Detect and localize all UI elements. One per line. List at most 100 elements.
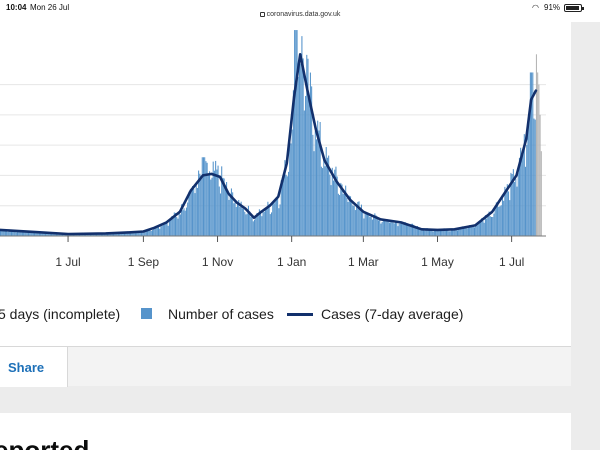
- case-bar-310: [376, 216, 378, 236]
- case-bar-383: [465, 227, 467, 236]
- next-section-card: eported: [0, 413, 571, 450]
- case-bar-352: [427, 229, 429, 236]
- case-bar-22: [26, 230, 28, 236]
- case-bar-298: [362, 209, 364, 236]
- case-bar-247: [300, 63, 302, 236]
- incomplete-bar-0: [535, 54, 537, 236]
- case-bar-33: [40, 232, 42, 236]
- case-bar-169: [205, 161, 207, 236]
- case-bar-256: [311, 86, 313, 236]
- case-bar-19: [23, 232, 25, 236]
- case-bar-114: [138, 232, 140, 236]
- case-bar-84: [102, 233, 104, 236]
- case-bar-4: [4, 230, 6, 236]
- case-bar-123: [149, 229, 151, 236]
- case-bar-370: [449, 231, 451, 236]
- case-bar-388: [471, 225, 473, 236]
- case-bar-93: [113, 233, 115, 236]
- case-bar-34: [41, 232, 43, 236]
- case-bar-88: [106, 233, 109, 236]
- case-bar-90: [109, 234, 111, 236]
- case-bar-332: [403, 222, 405, 236]
- case-bar-128: [155, 225, 157, 236]
- case-bar-174: [211, 177, 213, 236]
- case-bar-195: [236, 202, 239, 236]
- case-bar-110: [133, 232, 135, 236]
- case-bar-166: [201, 157, 203, 236]
- case-bar-395: [480, 222, 482, 236]
- case-bar-296: [359, 207, 361, 236]
- case-bar-106: [128, 231, 130, 236]
- case-bar-406: [493, 213, 495, 236]
- case-bar-20: [24, 232, 26, 236]
- case-bar-259: [314, 131, 316, 236]
- case-bar-340: [413, 224, 415, 236]
- case-bar-407: [494, 207, 496, 236]
- case-bar-345: [419, 228, 421, 236]
- case-bar-418: [507, 191, 510, 236]
- case-bar-181: [219, 193, 222, 236]
- case-bar-386: [469, 225, 471, 236]
- case-bar-385: [467, 227, 469, 236]
- case-bar-302: [367, 214, 369, 236]
- case-bar-103: [125, 233, 127, 236]
- case-bar-92: [111, 232, 113, 236]
- case-bar-243: [295, 30, 297, 237]
- case-bar-337: [409, 226, 411, 236]
- case-bar-359: [436, 229, 438, 236]
- case-bar-384: [466, 228, 468, 236]
- case-bar-177: [215, 160, 217, 236]
- case-bar-358: [435, 230, 437, 236]
- case-bar-136: [165, 222, 167, 236]
- case-bar-220: [267, 201, 269, 236]
- case-bar-240: [291, 129, 293, 236]
- case-bar-411: [499, 206, 501, 236]
- case-bar-173: [210, 179, 212, 236]
- case-bar-143: [173, 212, 175, 236]
- case-bar-116: [140, 231, 143, 236]
- case-bar-55: [66, 234, 68, 236]
- case-bar-324: [393, 223, 395, 236]
- case-bar-101: [122, 232, 124, 236]
- case-bar-15: [18, 231, 20, 236]
- case-bar-81: [98, 233, 100, 236]
- case-bar-12: [14, 231, 16, 236]
- share-button[interactable]: Share: [0, 347, 68, 387]
- case-bar-144: [175, 212, 177, 236]
- case-bar-275: [334, 169, 336, 236]
- case-bar-122: [148, 230, 150, 236]
- case-bar-263: [319, 121, 321, 236]
- case-bar-183: [222, 177, 224, 236]
- case-bar-426: [517, 172, 519, 236]
- case-bar-198: [240, 201, 242, 236]
- cases-chart[interactable]: 1 Jul 1 Sep 1 Nov 1 Jan 1 Mar 1 May 1 Jul: [0, 22, 571, 292]
- case-bar-307: [373, 216, 375, 236]
- case-bar-369: [448, 231, 450, 236]
- case-bar-98: [119, 232, 121, 236]
- case-bar-364: [442, 229, 444, 236]
- case-bar-205: [249, 211, 251, 236]
- case-bar-39: [47, 232, 49, 236]
- case-bar-305: [370, 215, 372, 236]
- x-tick-label-1: 1 Sep: [128, 255, 160, 269]
- case-bar-149: [181, 204, 183, 236]
- case-bar-160: [194, 193, 196, 236]
- case-bar-284: [345, 185, 347, 236]
- case-bar-353: [428, 230, 431, 236]
- case-bar-414: [503, 200, 505, 236]
- case-bar-44: [53, 233, 55, 236]
- case-bar-255: [309, 72, 311, 236]
- case-bar-374: [454, 230, 456, 236]
- x-tick-label-6: 1 Jul: [499, 255, 524, 269]
- case-bar-422: [512, 169, 514, 236]
- case-bar-120: [145, 230, 147, 236]
- case-bar-147: [178, 212, 180, 236]
- case-bar-164: [199, 173, 201, 236]
- case-bar-262: [318, 130, 320, 236]
- incomplete-bar-4: [540, 151, 542, 236]
- address-bar[interactable]: coronavirus.data.gov.uk: [0, 11, 600, 18]
- case-bar-356: [432, 231, 434, 236]
- case-bar-227: [275, 197, 277, 236]
- case-bar-188: [228, 199, 230, 236]
- case-bar-228: [277, 198, 279, 236]
